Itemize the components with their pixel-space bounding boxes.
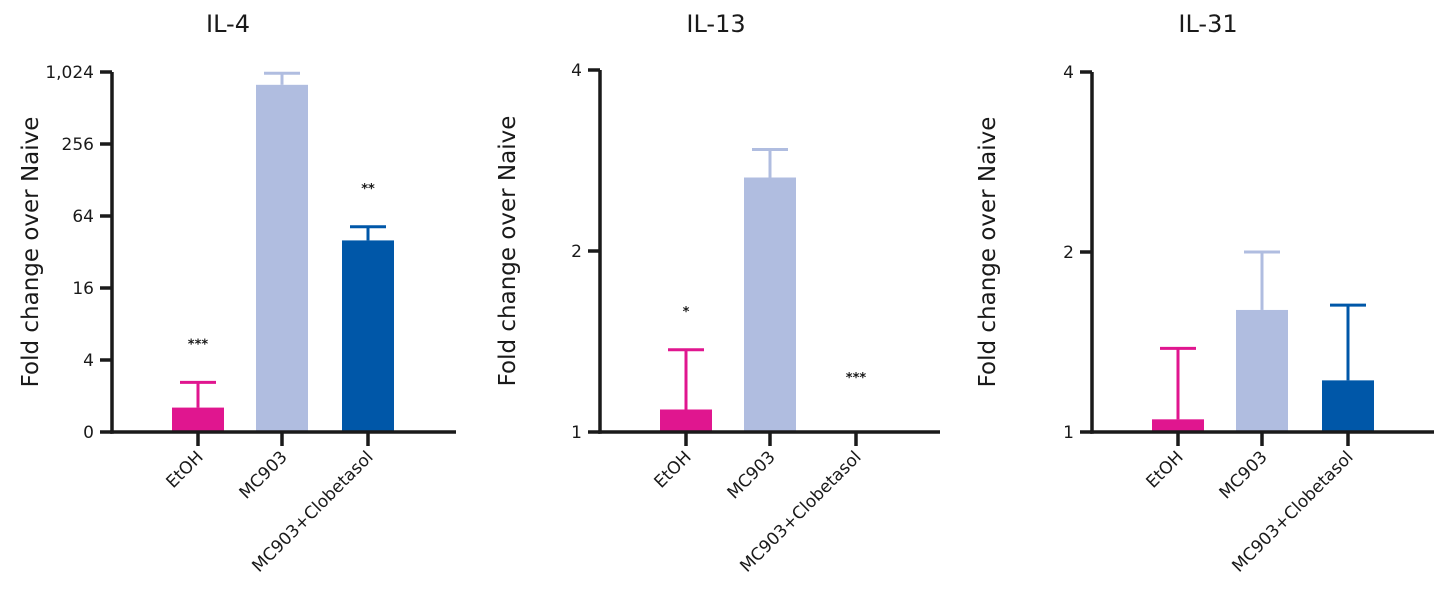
y-tick-label: 1,024 — [45, 63, 94, 83]
bar-1 — [660, 409, 712, 432]
bar-1 — [172, 407, 224, 432]
significance-label: *** — [846, 371, 867, 386]
bar-2 — [1236, 309, 1288, 432]
y-tick-label: 1 — [571, 423, 582, 443]
y-tick-label: 1 — [1063, 423, 1074, 443]
y-tick-label: 4 — [1063, 63, 1074, 83]
significance-label: *** — [188, 337, 209, 352]
x-tick-label: EtOH — [651, 447, 696, 492]
x-tick-label: EtOH — [1143, 447, 1188, 492]
bar-3 — [342, 240, 394, 432]
x-tick-label: MC903 — [236, 447, 292, 503]
significance-label: * — [683, 305, 690, 320]
y-axis-label: Fold change over Naive — [18, 117, 44, 388]
y-axis-label: Fold change over Naive — [495, 116, 521, 387]
chart-title: IL-13 — [686, 10, 745, 38]
x-tick-label: EtOH — [163, 447, 208, 492]
bar-2 — [744, 177, 796, 432]
y-tick-label: 0 — [83, 423, 94, 443]
y-tick-label: 4 — [83, 351, 94, 371]
y-tick-label: 64 — [72, 207, 94, 227]
y-tick-label: 4 — [571, 61, 582, 81]
y-tick-label: 16 — [72, 279, 94, 299]
y-tick-label: 2 — [1063, 243, 1074, 263]
chart-title: IL-31 — [1178, 10, 1237, 38]
y-tick-label: 256 — [62, 135, 94, 155]
bar-1 — [1152, 419, 1204, 432]
chart-title: IL-4 — [206, 10, 250, 38]
bar-3 — [1322, 380, 1374, 432]
bar-2 — [256, 84, 308, 433]
significance-label: ** — [361, 182, 375, 197]
x-tick-label: MC903 — [1216, 447, 1272, 503]
x-tick-label: MC903 — [724, 447, 780, 503]
y-axis-label: Fold change over Naive — [975, 117, 1001, 388]
y-tick-label: 2 — [571, 242, 582, 262]
